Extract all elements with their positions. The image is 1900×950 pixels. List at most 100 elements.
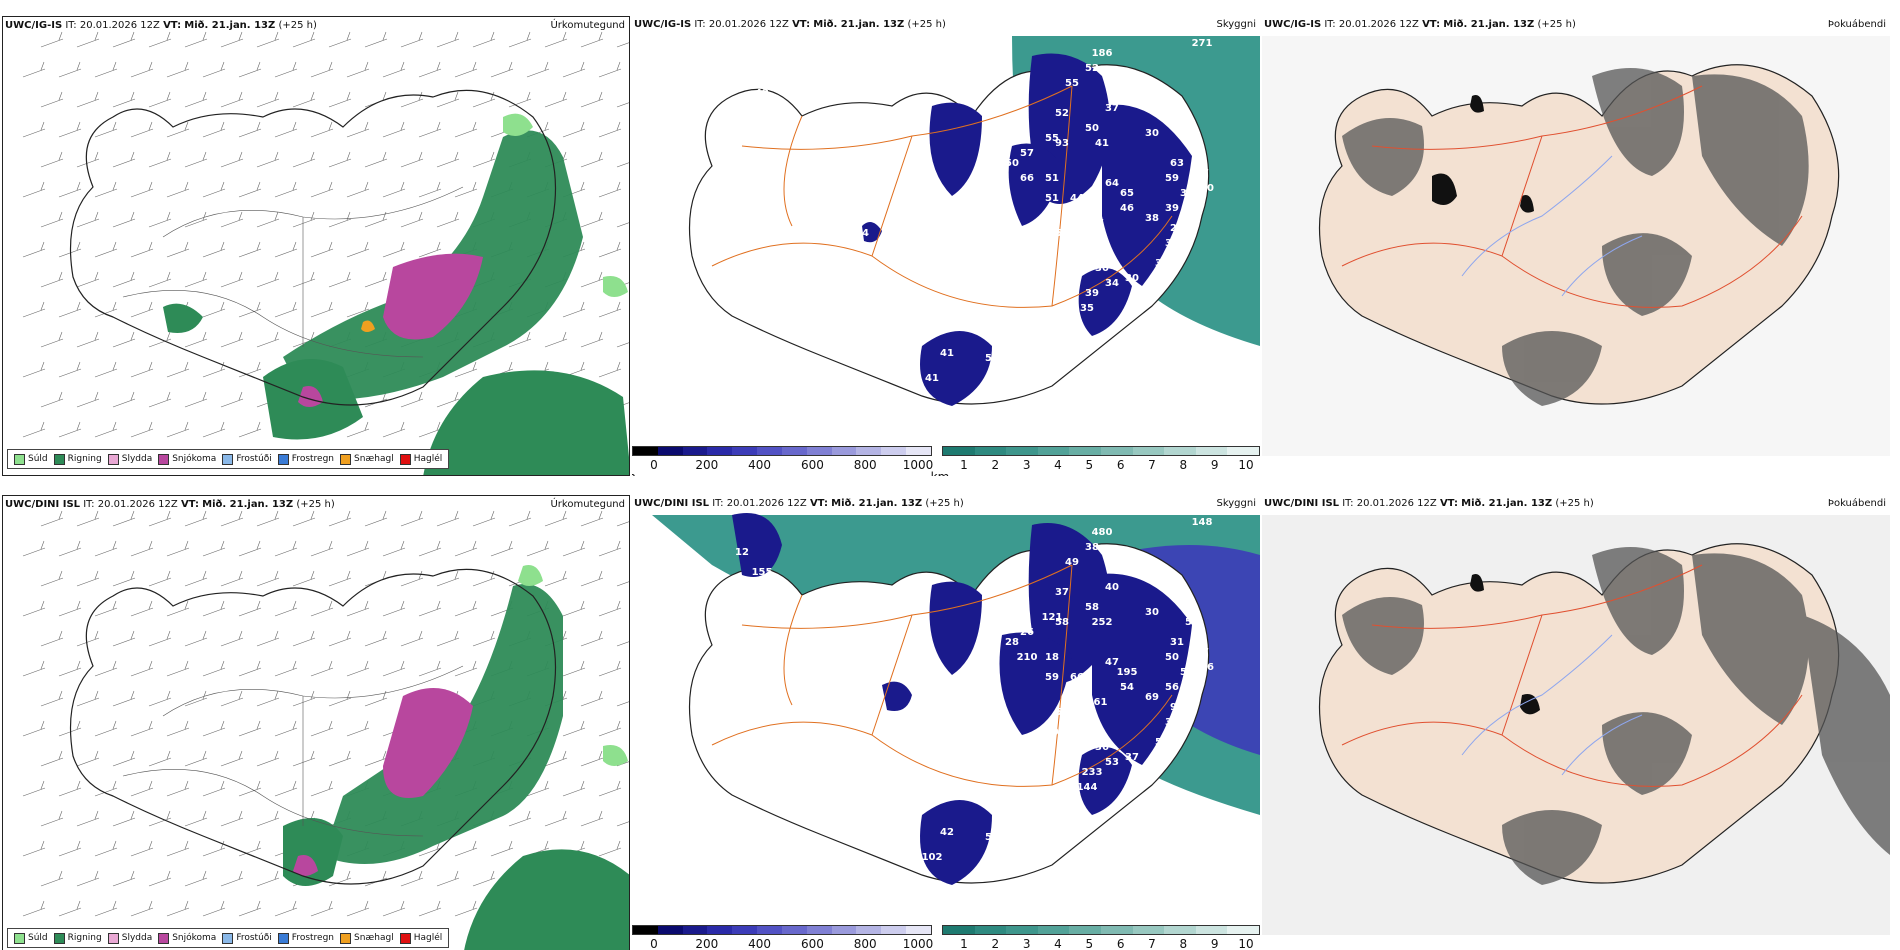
wind-barb <box>202 840 226 857</box>
visibility-label: 31 <box>1170 637 1184 648</box>
wind-barb <box>292 630 316 647</box>
colorbar-tick: 200 <box>695 458 719 472</box>
colorbar-tick: 10 <box>1238 458 1254 472</box>
wind-barb <box>202 780 226 797</box>
wind-barb <box>562 61 586 78</box>
visibility-label: 65 <box>1120 188 1134 199</box>
visibility-label: 55 <box>1045 133 1059 144</box>
wind-barb <box>238 361 262 378</box>
legend-swatch <box>277 453 289 465</box>
visibility-label: 12 <box>735 547 749 558</box>
wind-barb <box>130 301 154 318</box>
visibility-colorbar: km 1 2 3 4 5 6 7 8 9 10 <box>931 446 1260 476</box>
wind-barb <box>400 630 424 647</box>
visibility-label: 57 <box>1055 228 1069 239</box>
wind-barb <box>436 91 460 108</box>
wind-barb <box>256 31 280 48</box>
visibility-label: 66 <box>1070 672 1084 683</box>
colorbar-segment <box>781 447 807 455</box>
colorbar-segment <box>1006 926 1038 934</box>
wind-barb <box>238 241 262 258</box>
colorbar-segment <box>657 447 683 455</box>
colorbar-tick: 1000 <box>902 458 934 472</box>
visibility-label: 52 <box>1055 108 1069 119</box>
wind-barb <box>220 211 244 228</box>
legend-label: Súld <box>28 933 48 943</box>
colorbar-segment <box>1132 447 1165 455</box>
visibility-label: 50 <box>1005 158 1019 169</box>
colorbar-unit: m <box>632 470 636 476</box>
wind-barb <box>220 271 244 288</box>
wind-barb <box>76 510 100 527</box>
visibility-label: 69 <box>800 218 814 229</box>
colorbar-segment <box>974 447 1007 455</box>
visibility-label: 41 <box>1095 138 1109 149</box>
colorbar-segment <box>1069 447 1101 455</box>
visibility-label: 59 <box>1185 617 1199 628</box>
wind-barb <box>472 630 496 647</box>
wind-barb <box>292 510 316 527</box>
colorbar-segment <box>757 926 782 934</box>
visibility-label: 26 <box>1020 627 1034 638</box>
wind-barb <box>598 181 622 198</box>
wind-barb <box>346 301 370 318</box>
wind-barb <box>166 840 190 857</box>
colorbar-tick: 5 <box>1085 458 1094 472</box>
wind-barb <box>238 181 262 198</box>
visibility-label: 33 <box>1185 138 1199 149</box>
wind-barb <box>382 540 406 557</box>
legend-swatch <box>158 453 170 465</box>
wind-barb <box>400 510 424 527</box>
wind-barb <box>346 61 370 78</box>
visibility-label: 57 <box>1180 667 1194 678</box>
visibility-label: 55 <box>1065 78 1079 89</box>
wind-barb <box>94 600 118 617</box>
visibility-label: 52 <box>985 353 999 364</box>
visibility-label: 65 <box>995 143 1009 154</box>
wind-barb <box>580 211 604 228</box>
precip-areas <box>163 113 629 475</box>
wind-barb <box>454 121 478 138</box>
wind-barb <box>112 31 136 48</box>
visibility-label: 51 <box>1045 173 1059 184</box>
product-label: Úrkomutegund <box>550 20 625 31</box>
cloud-panel-bottom: UWC/DINI ISL IT: 20.01.2026 12Z VT: Mið.… <box>632 495 1260 950</box>
wind-barb <box>274 900 298 917</box>
legend-swatch <box>277 932 289 944</box>
visibility-label: 50 <box>1165 652 1179 663</box>
colorbar-tick: 800 <box>853 458 877 472</box>
wind-barb <box>616 342 629 348</box>
wind-barb <box>130 421 154 438</box>
wind-barb <box>130 540 154 557</box>
wind-barb <box>274 241 298 258</box>
wind-barb <box>238 660 262 677</box>
wind-barb <box>454 361 478 378</box>
wind-barb <box>58 840 82 857</box>
wind-barb <box>112 750 136 767</box>
wind-barb <box>454 600 478 617</box>
wind-barb <box>58 600 82 617</box>
fog-shading <box>1342 68 1809 406</box>
wind-barb <box>184 810 208 827</box>
wind-barb <box>364 31 388 48</box>
wind-barb <box>472 510 496 527</box>
legend-swatch <box>107 453 119 465</box>
precip-map <box>22 31 629 475</box>
wind-barb <box>40 391 64 408</box>
wind-barb <box>22 361 46 378</box>
wind-barb <box>238 421 262 438</box>
wind-barb <box>166 61 190 78</box>
wind-barb <box>364 630 388 647</box>
wind-barb <box>400 870 424 887</box>
wind-barb <box>220 750 244 767</box>
wind-barb <box>40 31 64 48</box>
visibility-label: 33 <box>995 622 1009 633</box>
colorbar-segment <box>806 447 832 455</box>
visibility-label: 121 <box>1042 612 1063 623</box>
wind-barb <box>328 630 352 647</box>
wind-barb <box>436 391 460 408</box>
wind-barb <box>76 810 100 827</box>
wind-barb <box>274 540 298 557</box>
wind-barb <box>562 780 586 797</box>
wind-barb <box>508 331 532 348</box>
